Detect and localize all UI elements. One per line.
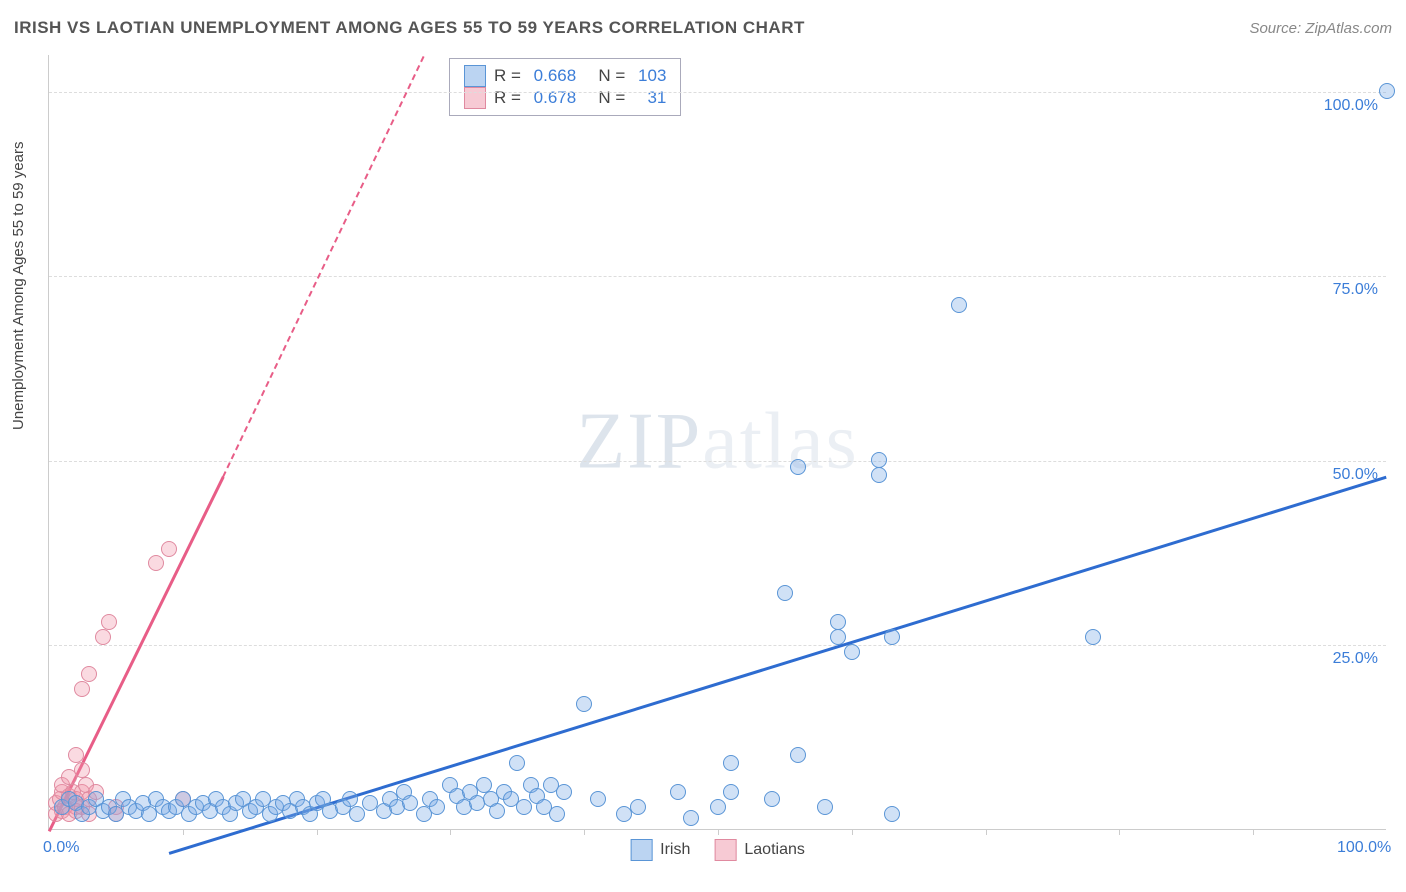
data-point-laotian <box>68 747 84 763</box>
scatter-plot-area: ZIPatlas R = 0.668 N = 103R = 0.678 N = … <box>48 55 1386 830</box>
data-point-irish <box>1085 629 1101 645</box>
data-point-irish <box>509 755 525 771</box>
data-point-irish <box>670 784 686 800</box>
x-tick <box>450 829 451 835</box>
data-point-irish <box>516 799 532 815</box>
data-point-laotian <box>101 614 117 630</box>
gridline <box>49 461 1386 462</box>
gridline <box>49 276 1386 277</box>
gridline <box>49 92 1386 93</box>
legend-row: R = 0.678 N = 31 <box>464 87 666 109</box>
data-point-irish <box>830 614 846 630</box>
data-point-irish <box>630 799 646 815</box>
legend-swatch <box>630 839 652 861</box>
data-point-irish <box>723 755 739 771</box>
data-point-laotian <box>148 555 164 571</box>
data-point-irish <box>790 459 806 475</box>
x-tick-label: 0.0% <box>43 839 79 857</box>
x-tick <box>1119 829 1120 835</box>
series-legend: Irish Laotians <box>630 839 805 861</box>
legend-swatch <box>464 65 486 87</box>
data-point-irish <box>489 803 505 819</box>
legend-n-text: N = <box>584 66 630 86</box>
legend-r-text: R = <box>494 66 526 86</box>
data-point-irish <box>830 629 846 645</box>
data-point-irish <box>790 747 806 763</box>
data-point-irish <box>844 644 860 660</box>
data-point-irish <box>710 799 726 815</box>
data-point-irish <box>884 806 900 822</box>
legend-row: R = 0.668 N = 103 <box>464 65 666 87</box>
data-point-irish <box>342 791 358 807</box>
watermark-part2: atlas <box>702 398 859 486</box>
data-point-irish <box>817 799 833 815</box>
y-axis-label: Unemployment Among Ages 55 to 59 years <box>10 141 27 430</box>
data-point-irish <box>429 799 445 815</box>
x-tick <box>852 829 853 835</box>
chart-title: IRISH VS LAOTIAN UNEMPLOYMENT AMONG AGES… <box>14 18 805 38</box>
legend-n-value: 103 <box>638 66 666 86</box>
gridline <box>49 645 1386 646</box>
data-point-laotian <box>74 762 90 778</box>
data-point-irish <box>884 629 900 645</box>
source-label: Source: ZipAtlas.com <box>1249 20 1392 37</box>
x-tick <box>986 829 987 835</box>
legend-swatch <box>714 839 736 861</box>
legend-item: Irish <box>630 839 690 861</box>
trend-line-extrapolated <box>222 56 425 478</box>
data-point-laotian <box>81 666 97 682</box>
data-point-irish <box>777 585 793 601</box>
data-point-irish <box>549 806 565 822</box>
x-tick <box>183 829 184 835</box>
data-point-irish <box>402 795 418 811</box>
legend-label: Irish <box>660 841 690 859</box>
data-point-laotian <box>74 681 90 697</box>
data-point-irish <box>683 810 699 826</box>
data-point-irish <box>590 791 606 807</box>
legend-swatch <box>464 87 486 109</box>
y-tick-label: 25.0% <box>1333 650 1378 668</box>
data-point-irish <box>576 696 592 712</box>
data-point-irish <box>764 791 780 807</box>
x-tick <box>317 829 318 835</box>
data-point-irish <box>556 784 572 800</box>
x-tick <box>718 829 719 835</box>
data-point-laotian <box>161 541 177 557</box>
data-point-laotian <box>95 629 111 645</box>
data-point-irish <box>871 452 887 468</box>
data-point-irish <box>1379 83 1395 99</box>
data-point-irish <box>951 297 967 313</box>
y-tick-label: 100.0% <box>1324 97 1378 115</box>
y-tick-label: 75.0% <box>1333 281 1378 299</box>
legend-item: Laotians <box>714 839 805 861</box>
legend-label: Laotians <box>744 841 805 859</box>
data-point-irish <box>349 806 365 822</box>
x-tick-label: 100.0% <box>1337 839 1391 857</box>
data-point-irish <box>871 467 887 483</box>
data-point-irish <box>476 777 492 793</box>
x-tick <box>584 829 585 835</box>
title-bar: IRISH VS LAOTIAN UNEMPLOYMENT AMONG AGES… <box>14 18 1392 38</box>
correlation-legend: R = 0.668 N = 103R = 0.678 N = 31 <box>449 58 681 116</box>
watermark: ZIPatlas <box>576 397 859 488</box>
data-point-irish <box>723 784 739 800</box>
x-tick <box>1253 829 1254 835</box>
watermark-part1: ZIP <box>576 398 702 486</box>
legend-r-value: 0.668 <box>534 66 577 86</box>
